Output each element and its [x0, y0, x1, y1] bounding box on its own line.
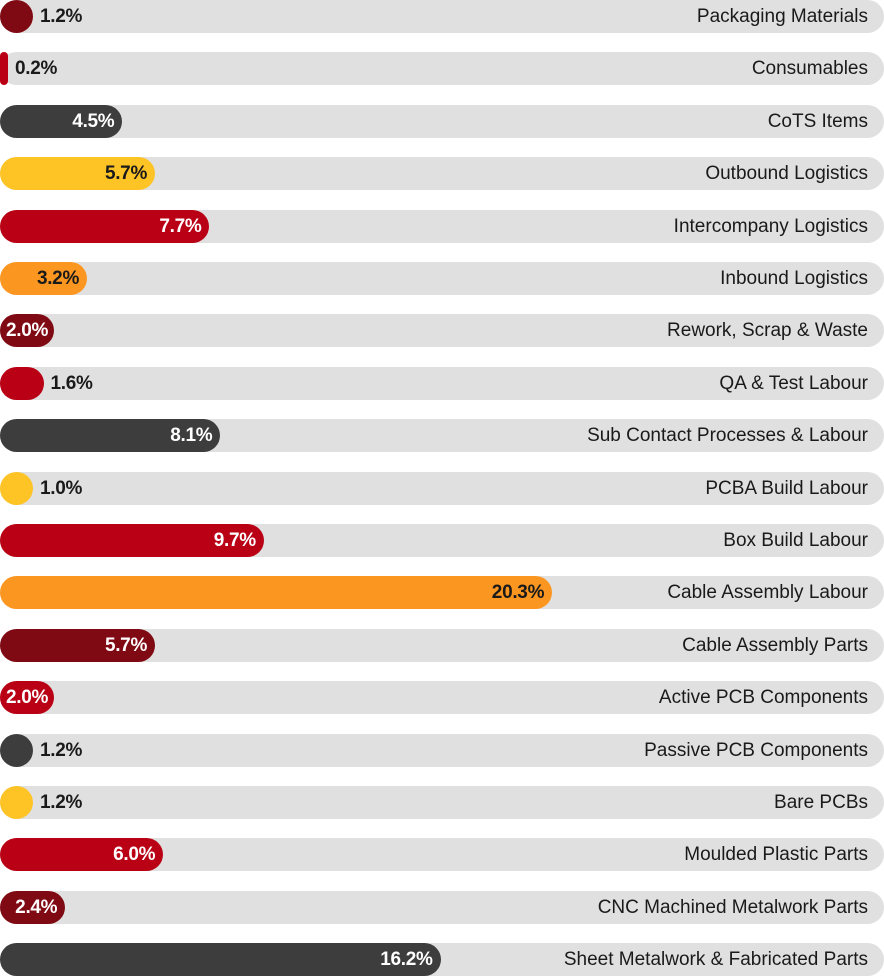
- category-label: QA & Test Labour: [719, 373, 868, 394]
- bar-row-inbound-logistics: 3.2% Inbound Logistics: [0, 262, 884, 295]
- category-label: Packaging Materials: [696, 6, 868, 27]
- bar-track: [0, 472, 884, 505]
- bar-value-label: 0.2%: [15, 58, 58, 79]
- bar-qa-and-test-labour: [0, 367, 44, 400]
- category-label: Cable Assembly Labour: [667, 582, 868, 603]
- bar-row-cnc-machined-metalwork-parts: 2.4% CNC Machined Metalwork Parts: [0, 891, 884, 924]
- bar-sub-contact-processes-and-labour: [0, 419, 221, 452]
- bar-row-packaging-materials: 1.2% Packaging Materials: [0, 0, 884, 33]
- bar-consumables: [0, 52, 8, 85]
- bar-value-label: 2.0%: [6, 320, 49, 341]
- bar-value-label: 1.2%: [40, 792, 83, 813]
- bar-track: [0, 786, 884, 819]
- bar-value-label: 1.0%: [40, 478, 83, 499]
- bar-cable-assembly-parts: [0, 629, 156, 662]
- bar-value-label: 4.5%: [72, 111, 115, 132]
- bar-track: [0, 52, 884, 85]
- bar-row-box-build-labour: 9.7% Box Build Labour: [0, 524, 884, 557]
- category-label: Rework, Scrap & Waste: [667, 320, 868, 341]
- bar-active-pcb-components: [0, 681, 55, 714]
- bar-track: [0, 367, 884, 400]
- bar-value-label: 1.2%: [40, 6, 83, 27]
- bar-box-build-labour: [0, 524, 264, 557]
- category-label: Moulded Plastic Parts: [684, 844, 868, 865]
- bar-passive-pcb-components: [0, 734, 33, 767]
- category-label: PCBA Build Labour: [705, 478, 868, 499]
- category-label: Consumables: [751, 58, 868, 79]
- bar-row-sub-contact-processes-and-labour: 8.1% Sub Contact Processes & Labour: [0, 419, 884, 452]
- bar-track: [0, 105, 884, 138]
- category-label: Inbound Logistics: [720, 268, 868, 289]
- category-label: Sheet Metalwork & Fabricated Parts: [563, 949, 868, 970]
- category-label: Bare PCBs: [774, 792, 868, 813]
- bar-track: [0, 891, 884, 924]
- category-label: CoTS Items: [767, 111, 868, 132]
- bar-value-label: 7.7%: [159, 216, 202, 237]
- category-label: Intercompany Logistics: [673, 216, 868, 237]
- bar-track: [0, 262, 884, 295]
- bar-row-outbound-logistics: 5.7% Outbound Logistics: [0, 157, 884, 190]
- bar-track: [0, 734, 884, 767]
- bar-row-sheet-metalwork-and-fabricated-parts: 16.2% Sheet Metalwork & Fabricated Parts: [0, 943, 884, 976]
- bar-track: [0, 0, 884, 33]
- bar-value-label: 16.2%: [380, 949, 433, 970]
- bar-track: [0, 681, 884, 714]
- category-label: Active PCB Components: [658, 687, 868, 708]
- bar-row-cots-items: 4.5% CoTS Items: [0, 105, 884, 138]
- bar-value-label: 3.2%: [36, 268, 80, 289]
- bar-intercompany-logistics: [0, 210, 210, 243]
- bar-value-label: 20.3%: [491, 582, 545, 603]
- category-label: Sub Contact Processes & Labour: [587, 425, 868, 446]
- bar-packaging-materials: [0, 0, 33, 33]
- category-label: Outbound Logistics: [705, 163, 868, 184]
- category-label: Passive PCB Components: [644, 740, 868, 761]
- bar-value-label: 9.7%: [213, 530, 256, 551]
- bar-row-intercompany-logistics: 7.7% Intercompany Logistics: [0, 210, 884, 243]
- bar-row-moulded-plastic-parts: 6.0% Moulded Plastic Parts: [0, 838, 884, 871]
- bar-value-label: 1.2%: [40, 740, 83, 761]
- bar-value-label: 2.4%: [15, 897, 58, 918]
- bar-value-label: 8.1%: [170, 425, 213, 446]
- bar-row-bare-pcbs: 1.2% Bare PCBs: [0, 786, 884, 819]
- bar-track: [0, 314, 884, 347]
- bar-row-qa-and-test-labour: 1.6% QA & Test Labour: [0, 367, 884, 400]
- bar-row-cable-assembly-parts: 5.7% Cable Assembly Parts: [0, 629, 884, 662]
- category-label: Cable Assembly Parts: [682, 635, 868, 656]
- bar-bare-pcbs: [0, 786, 33, 819]
- bar-value-label: 2.0%: [6, 687, 49, 708]
- bar-pcba-build-labour: [0, 472, 33, 505]
- bar-value-label: 5.7%: [104, 635, 148, 656]
- bar-value-label: 1.6%: [50, 373, 93, 394]
- bar-row-active-pcb-components: 2.0% Active PCB Components: [0, 681, 884, 714]
- category-label: CNC Machined Metalwork Parts: [597, 897, 868, 918]
- bar-rework-scrap-and-waste: [0, 314, 55, 347]
- bar-value-label: 6.0%: [113, 844, 156, 865]
- category-label: Box Build Labour: [723, 530, 868, 551]
- bar-cable-assembly-labour: [0, 576, 553, 609]
- bar-moulded-plastic-parts: [0, 838, 164, 871]
- bar-value-label: 5.7%: [104, 163, 148, 184]
- bar-cnc-machined-metalwork-parts: [0, 891, 66, 924]
- bar-row-cable-assembly-labour: 20.3% Cable Assembly Labour: [0, 576, 884, 609]
- bar-inbound-logistics: [0, 262, 88, 295]
- bar-outbound-logistics: [0, 157, 156, 190]
- bar-sheet-metalwork-and-fabricated-parts: [0, 943, 441, 976]
- bar-cots-items: [0, 105, 123, 138]
- bar-row-rework-scrap-and-waste: 2.0% Rework, Scrap & Waste: [0, 314, 884, 347]
- bar-row-consumables: 0.2% Consumables: [0, 52, 884, 85]
- bar-row-passive-pcb-components: 1.2% Passive PCB Components: [0, 734, 884, 767]
- bar-row-pcba-build-labour: 1.0% PCBA Build Labour: [0, 472, 884, 505]
